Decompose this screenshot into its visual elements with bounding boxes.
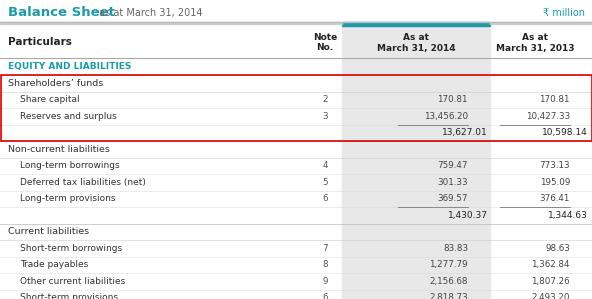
Text: Shareholders’ funds: Shareholders’ funds (8, 79, 103, 88)
Bar (0, 22, 342, 24)
Text: Particulars: Particulars (8, 37, 72, 47)
Text: Other current liabilities: Other current liabilities (20, 277, 126, 286)
Text: 376.41: 376.41 (540, 194, 570, 203)
Text: 1,362.84: 1,362.84 (532, 260, 570, 269)
Text: 773.13: 773.13 (539, 161, 570, 170)
Text: 6: 6 (322, 194, 328, 203)
Text: 9: 9 (322, 277, 328, 286)
Text: Note: Note (313, 33, 337, 42)
Text: 13,627.01: 13,627.01 (442, 128, 488, 137)
Text: 98.63: 98.63 (545, 244, 570, 253)
Text: 10,598.14: 10,598.14 (542, 128, 588, 137)
Text: Short-term provisions: Short-term provisions (20, 293, 118, 299)
Text: ₹ million: ₹ million (543, 8, 585, 18)
Text: 8: 8 (322, 260, 328, 269)
Text: 7: 7 (322, 244, 328, 253)
Text: March 31, 2014: March 31, 2014 (377, 43, 455, 53)
Bar (342, 26, 490, 299)
Bar (1, 75, 591, 141)
Text: Short-term borrowings: Short-term borrowings (20, 244, 122, 253)
Text: Long-term borrowings: Long-term borrowings (20, 161, 120, 170)
Text: 369.57: 369.57 (437, 194, 468, 203)
Text: 13,456.20: 13,456.20 (424, 112, 468, 121)
Text: 1,807.26: 1,807.26 (532, 277, 570, 286)
Text: March 31, 2013: March 31, 2013 (496, 43, 574, 53)
Bar (490, 22, 592, 24)
Text: 1,430.37: 1,430.37 (448, 211, 488, 220)
Text: 2,156.68: 2,156.68 (430, 277, 468, 286)
Text: 195.09: 195.09 (540, 178, 570, 187)
Text: 170.81: 170.81 (539, 95, 570, 104)
Text: 4: 4 (322, 161, 328, 170)
Text: 5: 5 (322, 178, 328, 187)
Text: 2,818.73: 2,818.73 (429, 293, 468, 299)
Text: As at: As at (522, 33, 548, 42)
Text: 3: 3 (322, 112, 328, 121)
Text: Deferred tax liabilities (net): Deferred tax liabilities (net) (20, 178, 146, 187)
Text: 6: 6 (322, 293, 328, 299)
Text: 1,344.63: 1,344.63 (548, 211, 588, 220)
Text: 10,427.33: 10,427.33 (526, 112, 570, 121)
Text: as at March 31, 2014: as at March 31, 2014 (96, 8, 202, 18)
Bar (342, 22, 490, 26)
Text: As at: As at (403, 33, 429, 42)
Text: Balance Sheet: Balance Sheet (8, 7, 115, 19)
Text: EQUITY AND LIABILITIES: EQUITY AND LIABILITIES (8, 62, 131, 71)
Text: 301.33: 301.33 (437, 178, 468, 187)
Text: No.: No. (317, 43, 333, 53)
Text: 2,493.20: 2,493.20 (532, 293, 570, 299)
Text: Reserves and surplus: Reserves and surplus (20, 112, 117, 121)
Text: 170.81: 170.81 (437, 95, 468, 104)
Text: Share capital: Share capital (20, 95, 80, 104)
Text: Trade payables: Trade payables (20, 260, 88, 269)
Text: Long-term provisions: Long-term provisions (20, 194, 115, 203)
Text: 1,277.79: 1,277.79 (429, 260, 468, 269)
Text: Current liabilities: Current liabilities (8, 227, 89, 236)
Text: 2: 2 (322, 95, 328, 104)
Text: 83.83: 83.83 (443, 244, 468, 253)
Text: Non-current liabilities: Non-current liabilities (8, 145, 110, 154)
Text: 759.47: 759.47 (437, 161, 468, 170)
